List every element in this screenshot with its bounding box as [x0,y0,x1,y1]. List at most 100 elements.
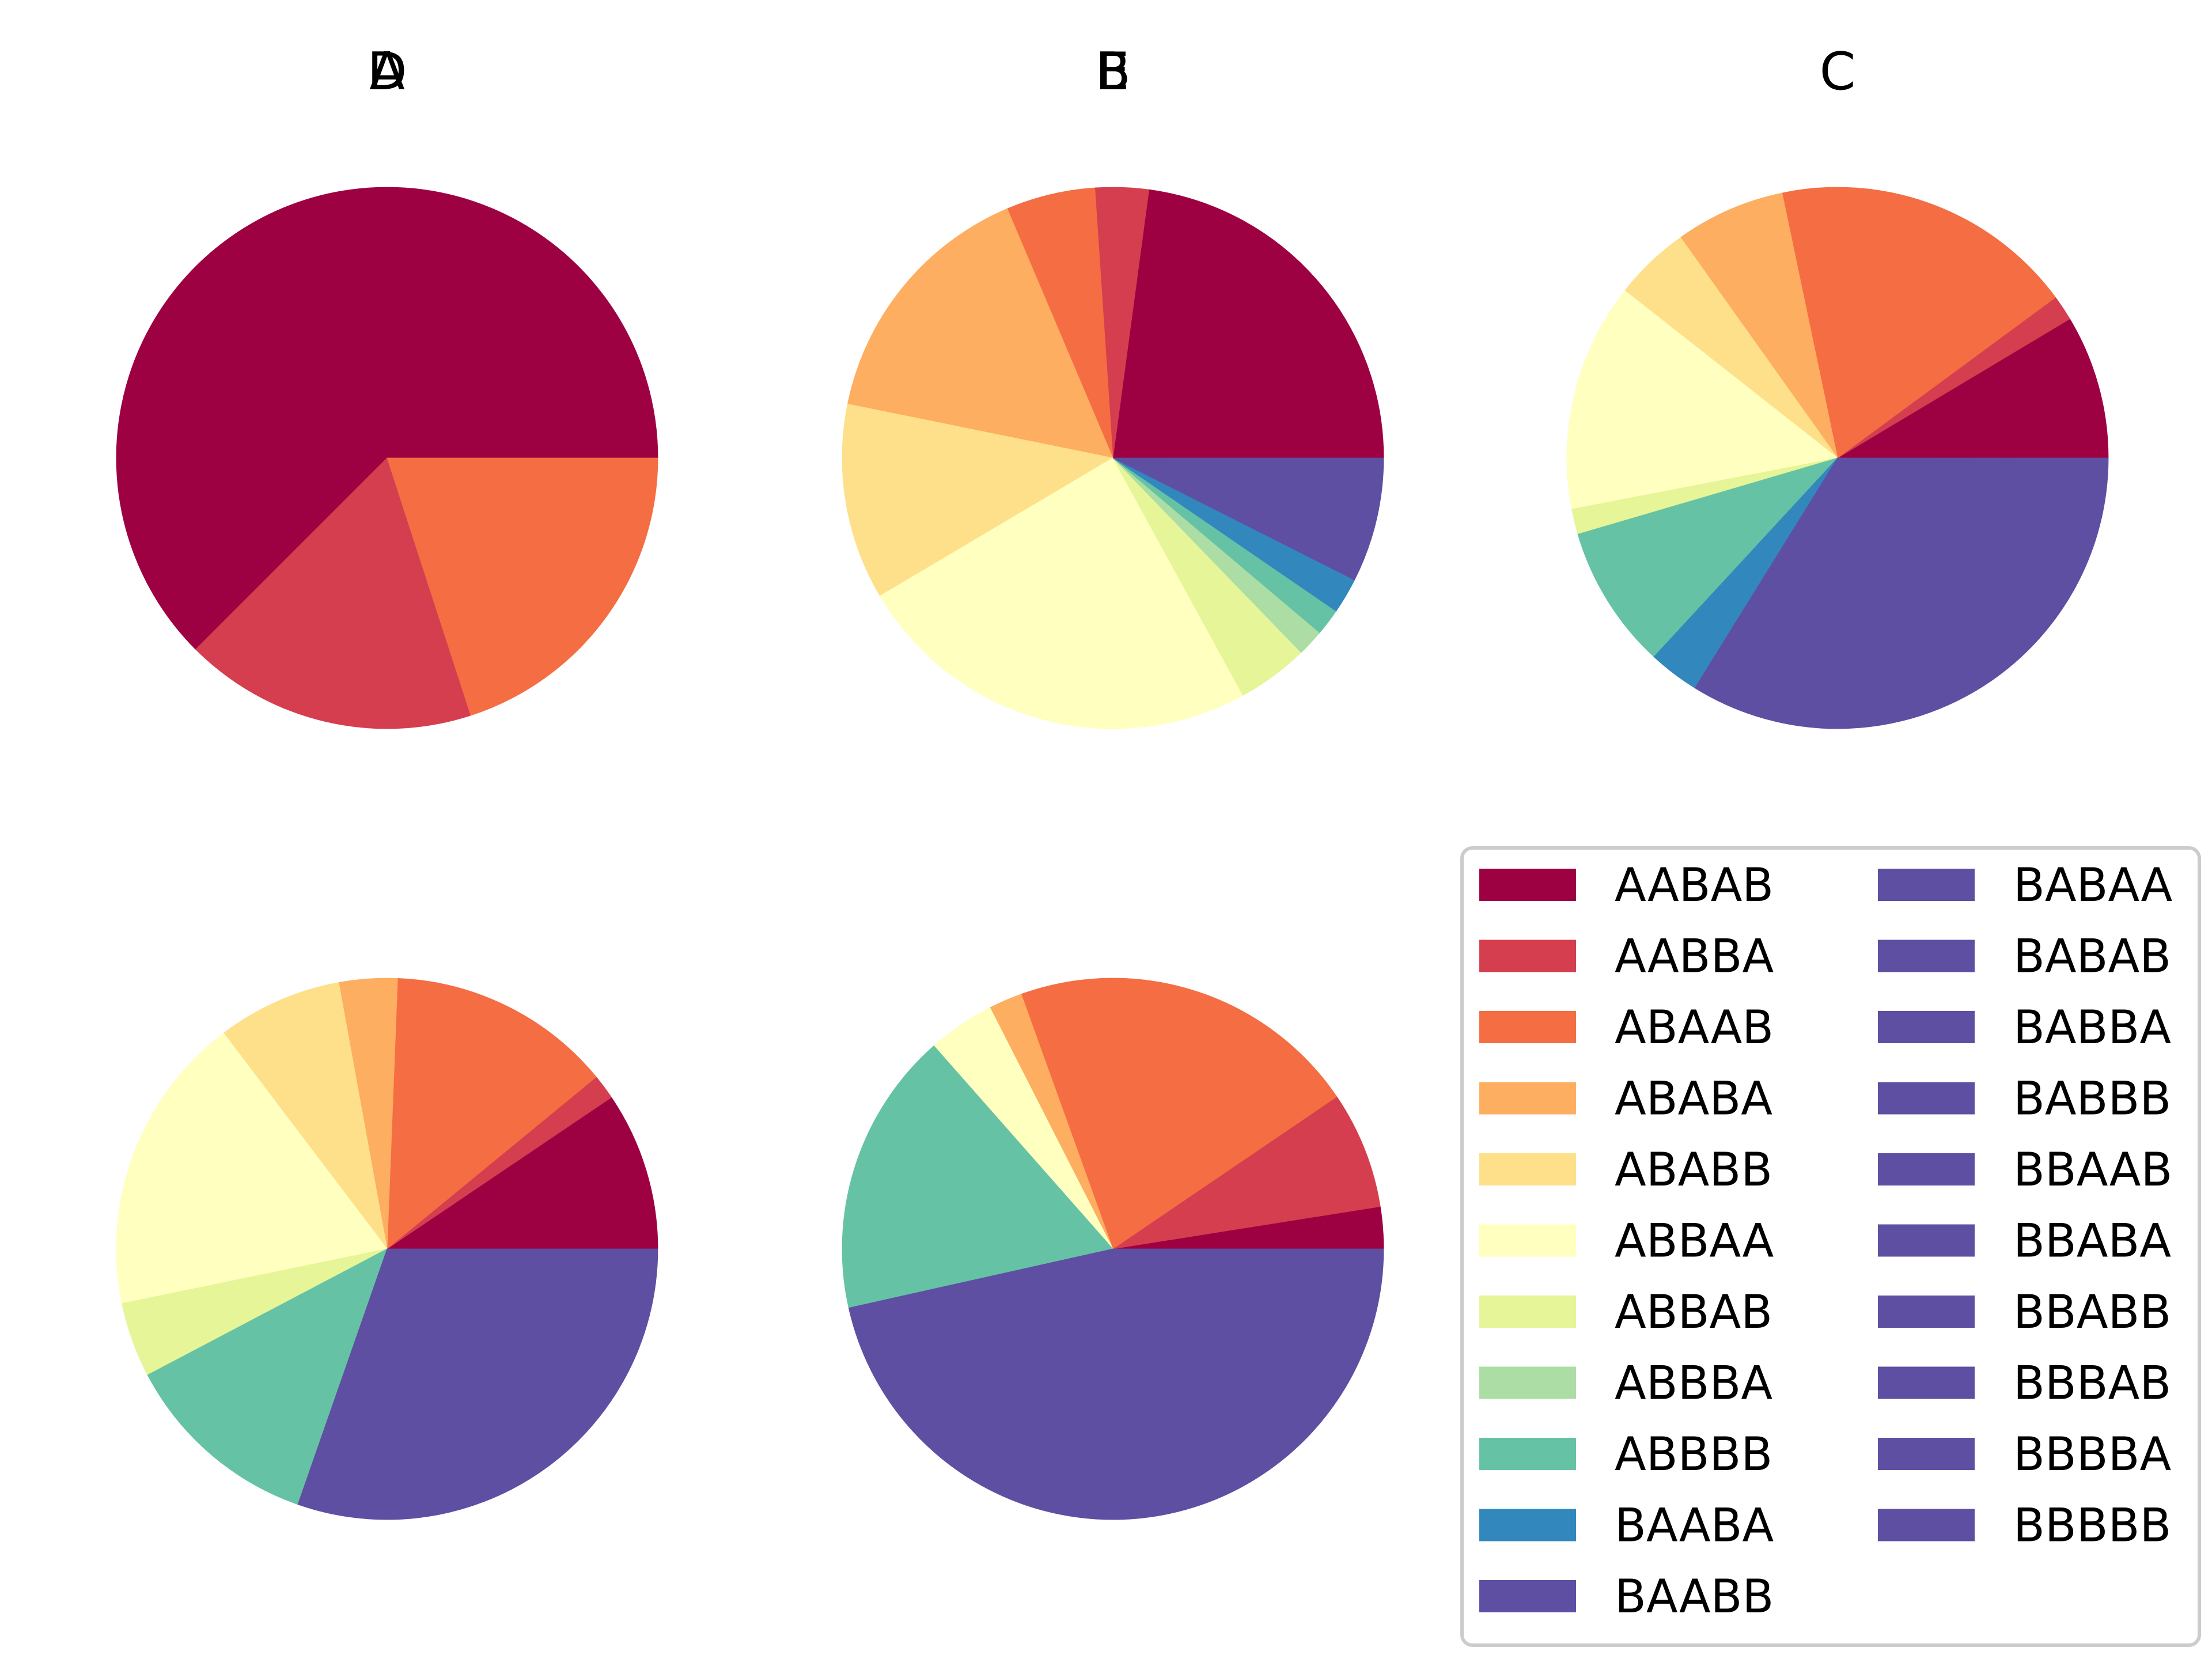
legend-label: ABABB [1615,1143,1772,1196]
pie-slice-a-aabba [195,457,471,729]
pie-slice-e-babaa [1112,1248,1368,1422]
legend-label: BBBBA [2013,1427,2172,1481]
legend-entry-babba: BABBA [1878,1001,2171,1054]
legend-entry-abaab: ABAAB [1479,1001,1774,1054]
legend-entry-abbba: ABBBA [1479,1357,1772,1410]
legend-label: BBABB [2013,1285,2171,1339]
legend-entry-abbbb: ABBBB [1479,1427,1772,1481]
pie-slice-a-abaab [387,457,658,716]
legend-swatch [1479,1580,1576,1612]
legend-swatch [1878,1224,1975,1257]
pie-slice-e-aabba [1112,1096,1381,1249]
legend-entry-bbabb: BBABB [1878,1285,2171,1339]
legend-label: ABBBB [1615,1427,1772,1481]
pie-slice-d-ababb [223,982,388,1249]
pie-slice-c-bbbbb [1837,457,2109,467]
legend: AABAB AABBA ABAAB ABABA ABABB ABBAA ABBAB ABBBA… [1460,846,2201,1647]
pie-slice-d-babaa [387,1248,548,1519]
legend-label: BABBA [2013,1001,2171,1054]
pie-slice-d-aabab [386,1097,658,1249]
legend-swatch [1479,1296,1576,1328]
legend-swatch [1878,1011,1975,1043]
legend-swatch [1878,1366,1975,1399]
pie-slice-e-babab [1112,1248,1384,1341]
legend-entry-abbab: ABBAB [1479,1285,1772,1339]
legend-entry-bbbab: BBBAB [1878,1357,2171,1410]
pie-slice-d-baabb [297,1248,415,1520]
panel-title-a: A [369,41,405,102]
pie-slice-c-abbaa [1566,290,1838,510]
legend-swatch [1878,940,1975,972]
pie-panels: A B C D E [116,41,2109,1520]
pie-slice-d-abaab [387,978,597,1249]
legend-swatch [1878,1438,1975,1470]
legend-swatch [1479,1509,1576,1541]
legend-swatch [1479,1366,1576,1399]
legend-swatch [1479,1438,1576,1470]
legend-entry-baaba: BAABA [1479,1499,1774,1552]
pie-panel-b: B [842,41,1384,729]
pie-slice-c-baabb [1694,457,1859,729]
pie-slice-a-aabab [116,187,658,650]
panel-title-c: C [1820,41,1856,102]
pie-slice-c-aabab [1836,319,2109,459]
pie-slice-d-bbbbb [387,1248,658,1283]
legend-entry-ababb: ABABB [1479,1143,1772,1196]
legend-entry-ababa: ABABA [1479,1072,1772,1126]
pie-slice-b-aabab [1112,189,1384,459]
legend-entry-babaa: BABAA [1878,858,2172,912]
legend-label: BBABA [2013,1214,2171,1268]
pie-slice-b-ababa [847,208,1113,459]
pie-slice-b-babab [1112,457,1384,486]
pie-panel-e: E [842,41,1384,1520]
legend-entry-abbaa: ABBAA [1479,1214,1774,1268]
legend-swatch [1479,940,1576,972]
legend-entry-bbbba: BBBBA [1878,1427,2172,1481]
panel-title-b: B [1095,41,1131,102]
legend-swatch [1878,1153,1975,1185]
legend-label: ABBAB [1615,1285,1772,1339]
legend-label: BBBBB [2013,1499,2171,1552]
panel-title-d: D [367,41,407,102]
legend-swatch [1479,1011,1576,1043]
pie-slice-d-abbaa [116,1032,388,1304]
legend-swatch [1479,1153,1576,1185]
legend-swatch [1479,1224,1576,1257]
pie-slice-c-babaa [1837,457,2009,728]
legend-swatch [1479,1082,1576,1115]
pie-panel-a: A [116,41,658,729]
legend-label: BAABB [1615,1570,1774,1623]
legend-label: AABBA [1615,930,1774,983]
legend-label: BAABA [1615,1499,1774,1552]
legend-label: BBAAB [2013,1143,2172,1196]
pie-slice-e-abaab [1021,978,1338,1249]
legend-entry-bbbbb: BBBBB [1878,1499,2171,1552]
legend-entry-aabba: AABBA [1479,930,1774,983]
pie-slice-b-abbaa [880,457,1244,729]
pie-slice-c-ababa [1680,192,1838,459]
legend-entry-baabb: BAABB [1479,1570,1774,1623]
legend-label: ABBAA [1615,1214,1774,1268]
pie-slice-e-abbbb [842,1045,1113,1309]
pie-panel-c: C [1566,41,2109,729]
legend-swatch [1878,1296,1975,1328]
legend-entry-bbaab: BBAAB [1878,1143,2172,1196]
legend-swatch [1878,869,1975,901]
legend-label: ABAAB [1615,1001,1774,1054]
pie-slice-c-abbbb [1577,457,1839,657]
legend-entry-babbb: BABBB [1878,1072,2171,1126]
legend-entry-babab: BABAB [1878,930,2171,983]
panel-title-e: E [1097,41,1130,102]
legend-entry-aabab: AABAB [1479,858,1774,912]
legend-swatch [1878,1082,1975,1115]
pie-slice-b-abaab [1006,187,1113,459]
legend-frame [1460,846,2201,1647]
legend-label: ABBBA [1615,1357,1772,1410]
legend-label: BABAA [2013,858,2172,912]
pie-slice-d-abbbb [147,1248,388,1505]
pie-slice-c-abaab [1782,187,2056,459]
pie-slice-b-ababb [842,403,1114,597]
legend-label: BABBB [2013,1072,2171,1126]
legend-swatch [1479,869,1576,901]
